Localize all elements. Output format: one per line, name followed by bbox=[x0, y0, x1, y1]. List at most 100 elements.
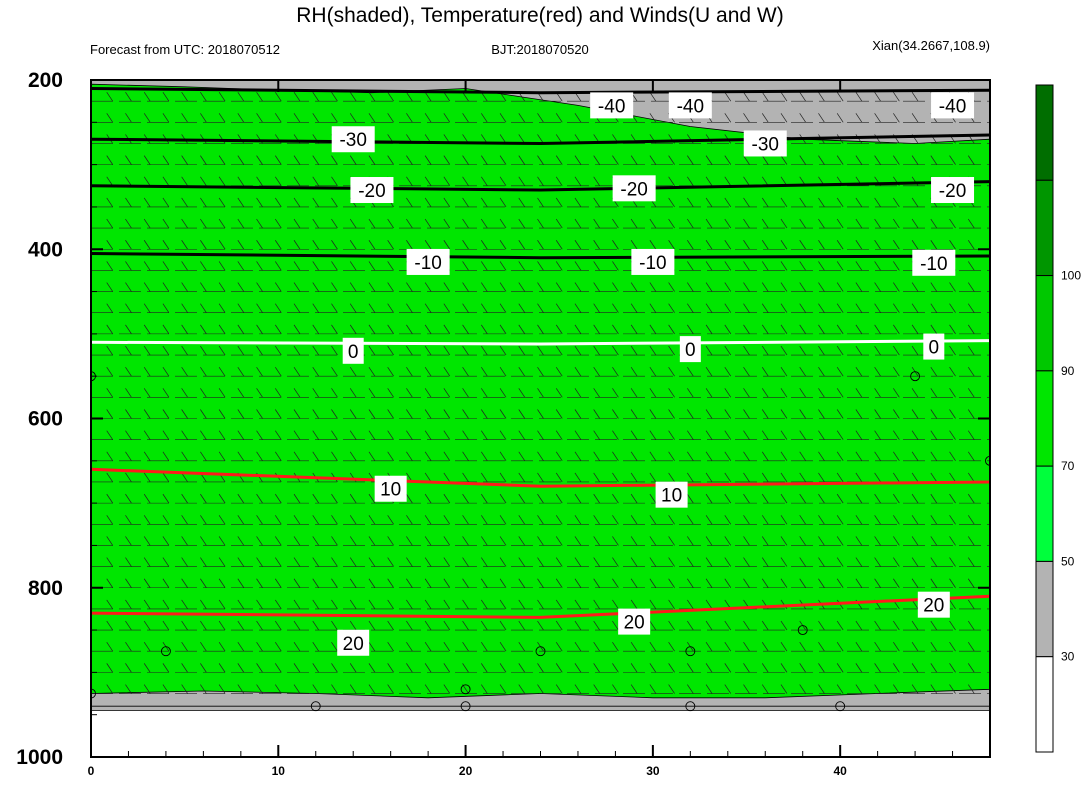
wind-barb bbox=[649, 620, 657, 631]
wind-barb bbox=[387, 324, 394, 335]
wind-barb bbox=[349, 493, 357, 504]
wind-barb bbox=[743, 515, 750, 525]
wind-barb bbox=[687, 684, 694, 694]
wind-barb bbox=[687, 515, 694, 525]
wind-barb bbox=[612, 557, 619, 567]
wind-barb bbox=[893, 113, 900, 123]
wind-barb bbox=[462, 218, 469, 229]
wind-barb bbox=[612, 155, 619, 165]
wind-barb bbox=[387, 599, 394, 610]
wind-barb bbox=[481, 493, 488, 504]
wind-barb bbox=[799, 493, 806, 504]
wind-barb bbox=[537, 155, 544, 165]
wind-barb bbox=[949, 620, 956, 631]
wind-barb bbox=[836, 261, 844, 271]
wind-barb bbox=[406, 578, 413, 588]
wind-barb bbox=[761, 366, 769, 377]
wind-barb bbox=[612, 345, 619, 356]
wind-barb bbox=[181, 345, 188, 356]
wind-barb bbox=[761, 113, 769, 123]
wind-barb bbox=[237, 218, 245, 229]
wind-barb bbox=[181, 176, 188, 186]
wind-barb bbox=[668, 282, 675, 292]
wind-barb bbox=[537, 620, 544, 631]
wind-barb bbox=[630, 515, 638, 525]
wind-barb bbox=[181, 451, 188, 462]
wind-barb bbox=[106, 176, 114, 186]
wind-barb bbox=[368, 684, 376, 694]
wind-barb bbox=[181, 536, 188, 546]
contour-label: 10 bbox=[374, 475, 407, 502]
wind-barb bbox=[406, 642, 413, 652]
wind-barb bbox=[705, 536, 713, 546]
wind-barb bbox=[162, 493, 170, 504]
contour-label: 20 bbox=[337, 629, 370, 656]
wind-barb bbox=[275, 451, 282, 462]
wind-barb bbox=[780, 155, 788, 165]
wind-barb bbox=[481, 409, 488, 419]
wind-barb bbox=[162, 176, 170, 186]
wind-barb bbox=[555, 324, 563, 335]
wind-barb bbox=[349, 451, 357, 462]
wind-barb bbox=[256, 557, 263, 567]
wind-barb bbox=[930, 430, 938, 440]
wind-barb bbox=[387, 218, 394, 229]
wind-barb bbox=[705, 388, 713, 398]
wind-barb bbox=[818, 155, 825, 165]
wind-barb bbox=[200, 197, 207, 208]
wind-barb bbox=[256, 240, 263, 250]
wind-barb bbox=[162, 536, 170, 546]
wind-barb bbox=[143, 536, 151, 546]
wind-barb bbox=[256, 493, 263, 504]
wind-barb bbox=[967, 451, 975, 462]
wind-barb bbox=[387, 409, 394, 419]
wind-barb bbox=[593, 176, 600, 186]
contour-label: 0 bbox=[679, 336, 701, 363]
wind-barb bbox=[818, 218, 825, 229]
wind-barb bbox=[705, 599, 713, 610]
colorbar-tick-label: 100 bbox=[1061, 269, 1081, 283]
wind-barb bbox=[443, 345, 451, 356]
wind-barb bbox=[424, 578, 432, 588]
wind-barb bbox=[387, 663, 394, 673]
wind-barb bbox=[481, 366, 488, 377]
wind-barb bbox=[743, 345, 750, 356]
wind-barb bbox=[668, 451, 675, 462]
wind-barb bbox=[237, 620, 245, 631]
wind-barb bbox=[256, 515, 263, 525]
wind-barb bbox=[106, 282, 114, 292]
wind-barb bbox=[724, 282, 732, 292]
wind-barb bbox=[818, 409, 825, 419]
wind-barb bbox=[256, 430, 263, 440]
wind-barb bbox=[312, 345, 320, 356]
wind-barb bbox=[593, 303, 600, 313]
wind-barb bbox=[705, 282, 713, 292]
contour-label-box bbox=[679, 336, 701, 363]
wind-barb bbox=[836, 388, 844, 398]
wind-barb bbox=[125, 176, 132, 186]
x-tick-label: 30 bbox=[646, 764, 660, 778]
contour-label-text: -20 bbox=[620, 179, 647, 200]
wind-barb bbox=[481, 303, 488, 313]
wind-barb bbox=[143, 155, 151, 165]
wind-barb bbox=[537, 113, 544, 123]
wind-barb bbox=[275, 176, 282, 186]
wind-barb bbox=[630, 240, 638, 250]
wind-barb bbox=[462, 472, 469, 483]
wind-barb bbox=[780, 240, 788, 250]
wind-barb bbox=[387, 388, 394, 398]
wind-barb bbox=[518, 620, 526, 631]
wind-barb bbox=[818, 557, 825, 567]
wind-barb bbox=[761, 303, 769, 313]
wind-barb bbox=[967, 557, 975, 567]
wind-barb bbox=[724, 536, 732, 546]
contour-label-box bbox=[668, 92, 712, 119]
wind-barb bbox=[481, 113, 488, 123]
contour-label-text: -10 bbox=[920, 254, 947, 275]
wind-barb bbox=[743, 620, 750, 631]
wind-barb bbox=[106, 388, 114, 398]
wind-barb bbox=[162, 472, 170, 483]
wind-barb bbox=[630, 388, 638, 398]
wind-barb bbox=[874, 155, 881, 165]
wind-barb bbox=[649, 155, 657, 165]
